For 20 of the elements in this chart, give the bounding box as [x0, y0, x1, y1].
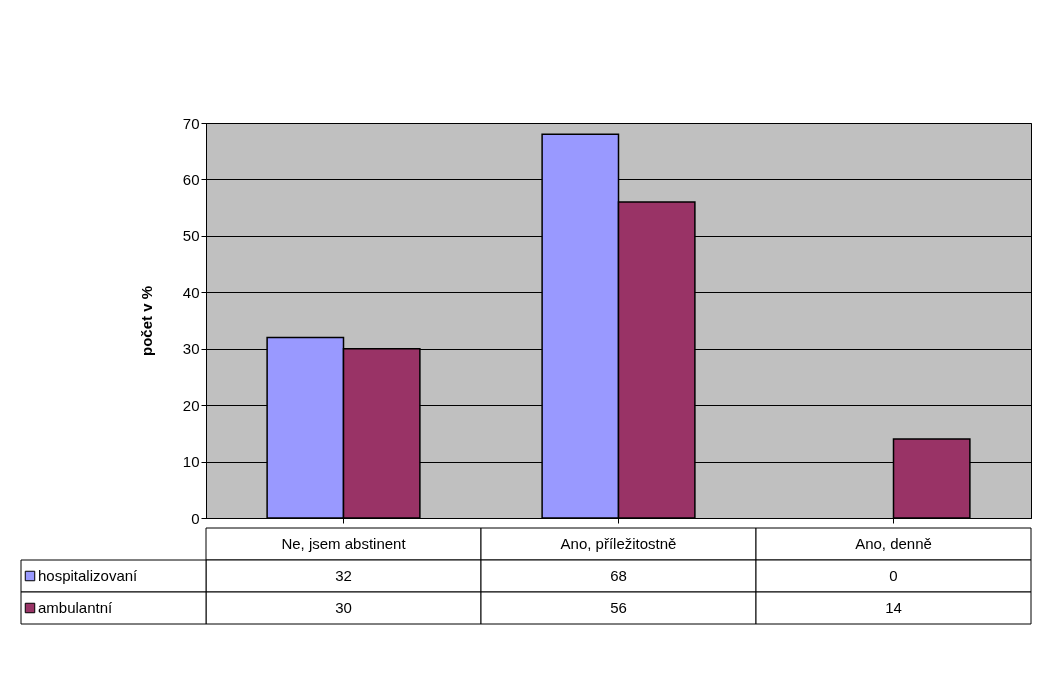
- data-label: 0: [889, 567, 898, 584]
- data-label: 14: [885, 599, 902, 616]
- y-tick-label: 30: [182, 340, 200, 358]
- legend-label: ambulantní: [38, 599, 114, 616]
- y-tick-label: 20: [182, 396, 200, 414]
- y-tick-label: 70: [182, 114, 200, 132]
- x-tick-label: Ano, denně: [855, 535, 932, 552]
- y-tick-label: 10: [182, 453, 200, 471]
- x-tick-label: Ano, příležitostně: [560, 535, 677, 552]
- data-label: 56: [610, 599, 627, 616]
- data-label: 30: [335, 599, 352, 616]
- y-tick-label: 0: [191, 509, 200, 527]
- y-tick-label: 40: [182, 283, 200, 301]
- legend-label: hospitalizovaní: [38, 567, 139, 584]
- data-label: 68: [610, 567, 627, 584]
- y-tick-label: 50: [182, 227, 200, 245]
- data-label: 32: [335, 567, 352, 584]
- y-axis-title: počet v %: [137, 285, 155, 357]
- y-tick-label: 60: [182, 170, 200, 188]
- x-tick-label: Ne, jsem abstinent: [281, 535, 407, 552]
